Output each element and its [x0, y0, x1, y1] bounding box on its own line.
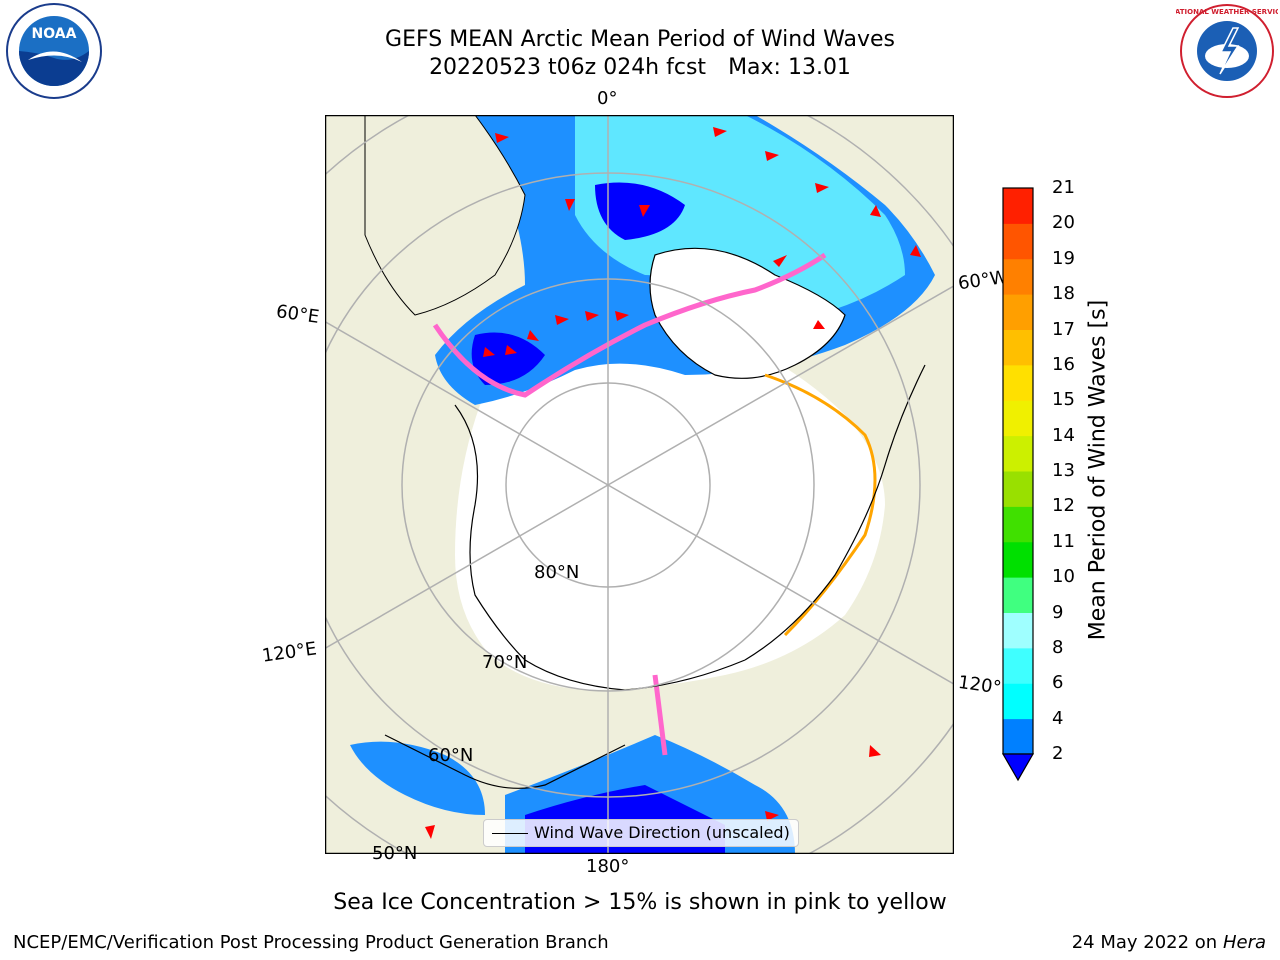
meridian-60e	[325, 320, 609, 486]
arrow	[425, 825, 435, 839]
colorbar-band	[1003, 364, 1033, 401]
arrow	[713, 127, 727, 137]
colorbar-tick-label: 18	[1052, 283, 1075, 305]
label-lon-180: 180°	[586, 856, 630, 877]
colorbar-band	[1003, 718, 1033, 755]
ice-edge-atlantic	[432, 252, 827, 398]
colorbar-tick-label: 12	[1052, 495, 1075, 517]
meridians	[325, 115, 954, 854]
arrow	[527, 330, 539, 341]
map-legend: Wind Wave Direction (unscaled)	[483, 819, 799, 847]
arrow	[815, 183, 829, 193]
footer-credit: NCEP/EMC/Verification Post Processing Pr…	[13, 932, 609, 953]
arrow	[910, 245, 921, 257]
colorbar-band	[1003, 577, 1033, 613]
sea-ice-caption: Sea Ice Concentration > 15% is shown in …	[333, 890, 947, 915]
label-lon-120e: 120°E	[260, 638, 318, 667]
colorbar-tick-label: 4	[1052, 707, 1064, 729]
colorbar-band	[1003, 647, 1033, 684]
arrow	[565, 199, 575, 211]
wind-wave-arrows	[425, 127, 921, 839]
arrow	[869, 745, 881, 757]
colorbar-tick-label: 14	[1052, 424, 1075, 446]
noaa-logo: NOAA	[6, 3, 102, 99]
ice-edge-canada	[764, 373, 877, 637]
colorbar-tick-label: 16	[1052, 353, 1075, 375]
colorbar-band	[1003, 541, 1033, 578]
arrow	[813, 320, 825, 329]
colorbar-band	[1003, 435, 1033, 472]
arrow	[585, 311, 599, 321]
okhotsk-wave-field	[350, 741, 485, 815]
colorbar-tick-label: 9	[1052, 601, 1064, 623]
colorbar-tick-label: 19	[1052, 247, 1075, 269]
colorbar	[1001, 187, 1035, 782]
colorbar-tick-label: 10	[1052, 566, 1075, 588]
colorbar-band	[1003, 400, 1033, 437]
colorbar-tick-label: 17	[1052, 318, 1075, 340]
legend-label: Wind Wave Direction (unscaled)	[534, 823, 790, 842]
atlantic-wave-core	[471, 182, 685, 385]
legend-line-swatch	[492, 833, 528, 834]
colorbar-band	[1003, 612, 1033, 649]
arrow	[639, 205, 650, 217]
footer-date: 24 May 2022 on Hera	[1072, 932, 1266, 953]
arrow	[495, 133, 509, 143]
nws-logo-text: NATIONAL WEATHER SERVICE	[1176, 8, 1278, 16]
colorbar-band	[1003, 258, 1033, 295]
colorbar-tick-label: 20	[1052, 212, 1075, 234]
meridian-60w	[607, 284, 954, 486]
nws-logo: NATIONAL WEATHER SERVICE	[1176, 4, 1278, 98]
label-lon-60e: 60°E	[274, 301, 321, 328]
arrow	[765, 151, 779, 161]
chart-subtitle: 20220523 t06z 024h fcst Max: 13.01	[0, 54, 1280, 82]
label-lat-50n: 50°N	[372, 843, 418, 864]
scandinavia	[364, 115, 526, 316]
forecast-date: 20220523 t06z 024h fcst	[429, 55, 707, 80]
colorbar-tick-label: 8	[1052, 636, 1064, 658]
colorbar-tick-label: 13	[1052, 460, 1075, 481]
label-lon-0: 0°	[597, 88, 618, 109]
arrow	[773, 255, 787, 267]
colorbar-band	[1003, 683, 1033, 720]
colorbar-extend-min	[1001, 753, 1035, 782]
arrow	[765, 811, 779, 821]
bering-ice	[652, 674, 668, 756]
colorbar-tick-label: 2	[1052, 743, 1064, 764]
meridian-120e	[325, 484, 609, 650]
meridian-120w	[607, 484, 954, 686]
map-panel	[325, 115, 954, 854]
footer-date-text: 24 May 2022 on	[1071, 932, 1218, 953]
map-canvas	[325, 115, 954, 854]
colorbar-band	[1003, 471, 1033, 507]
colorbar-band	[1003, 223, 1033, 260]
label-lat-80n: 80°N	[534, 562, 580, 583]
colorbar-bands	[1003, 188, 1033, 755]
colorbar-band	[1003, 188, 1033, 224]
chart-title: GEFS MEAN Arctic Mean Period of Wind Wav…	[385, 27, 895, 52]
label-lat-70n: 70°N	[482, 652, 528, 673]
label-lat-60n: 60°N	[428, 745, 474, 766]
colorbar-tick-label: 6	[1052, 672, 1064, 694]
arrow	[483, 347, 495, 357]
colorbar-tick-label: 21	[1052, 177, 1075, 198]
colorbar-tick-label: 11	[1052, 530, 1075, 552]
arrow	[870, 205, 881, 217]
arrow	[555, 315, 569, 325]
colorbar-label: Mean Period of Wind Waves [s]	[1085, 299, 1111, 641]
arctic-ocean	[455, 325, 885, 690]
map-border	[325, 115, 954, 854]
noaa-logo-text: NOAA	[32, 26, 77, 42]
colorbar-tick-label: 15	[1052, 389, 1075, 411]
colorbar-band	[1003, 329, 1033, 366]
arrow	[505, 345, 517, 355]
max-value: Max: 13.01	[728, 55, 851, 80]
arrow	[615, 311, 629, 321]
colorbar-band	[1003, 506, 1033, 543]
footer-host: Hera	[1222, 932, 1266, 953]
colorbar-band	[1003, 294, 1033, 330]
